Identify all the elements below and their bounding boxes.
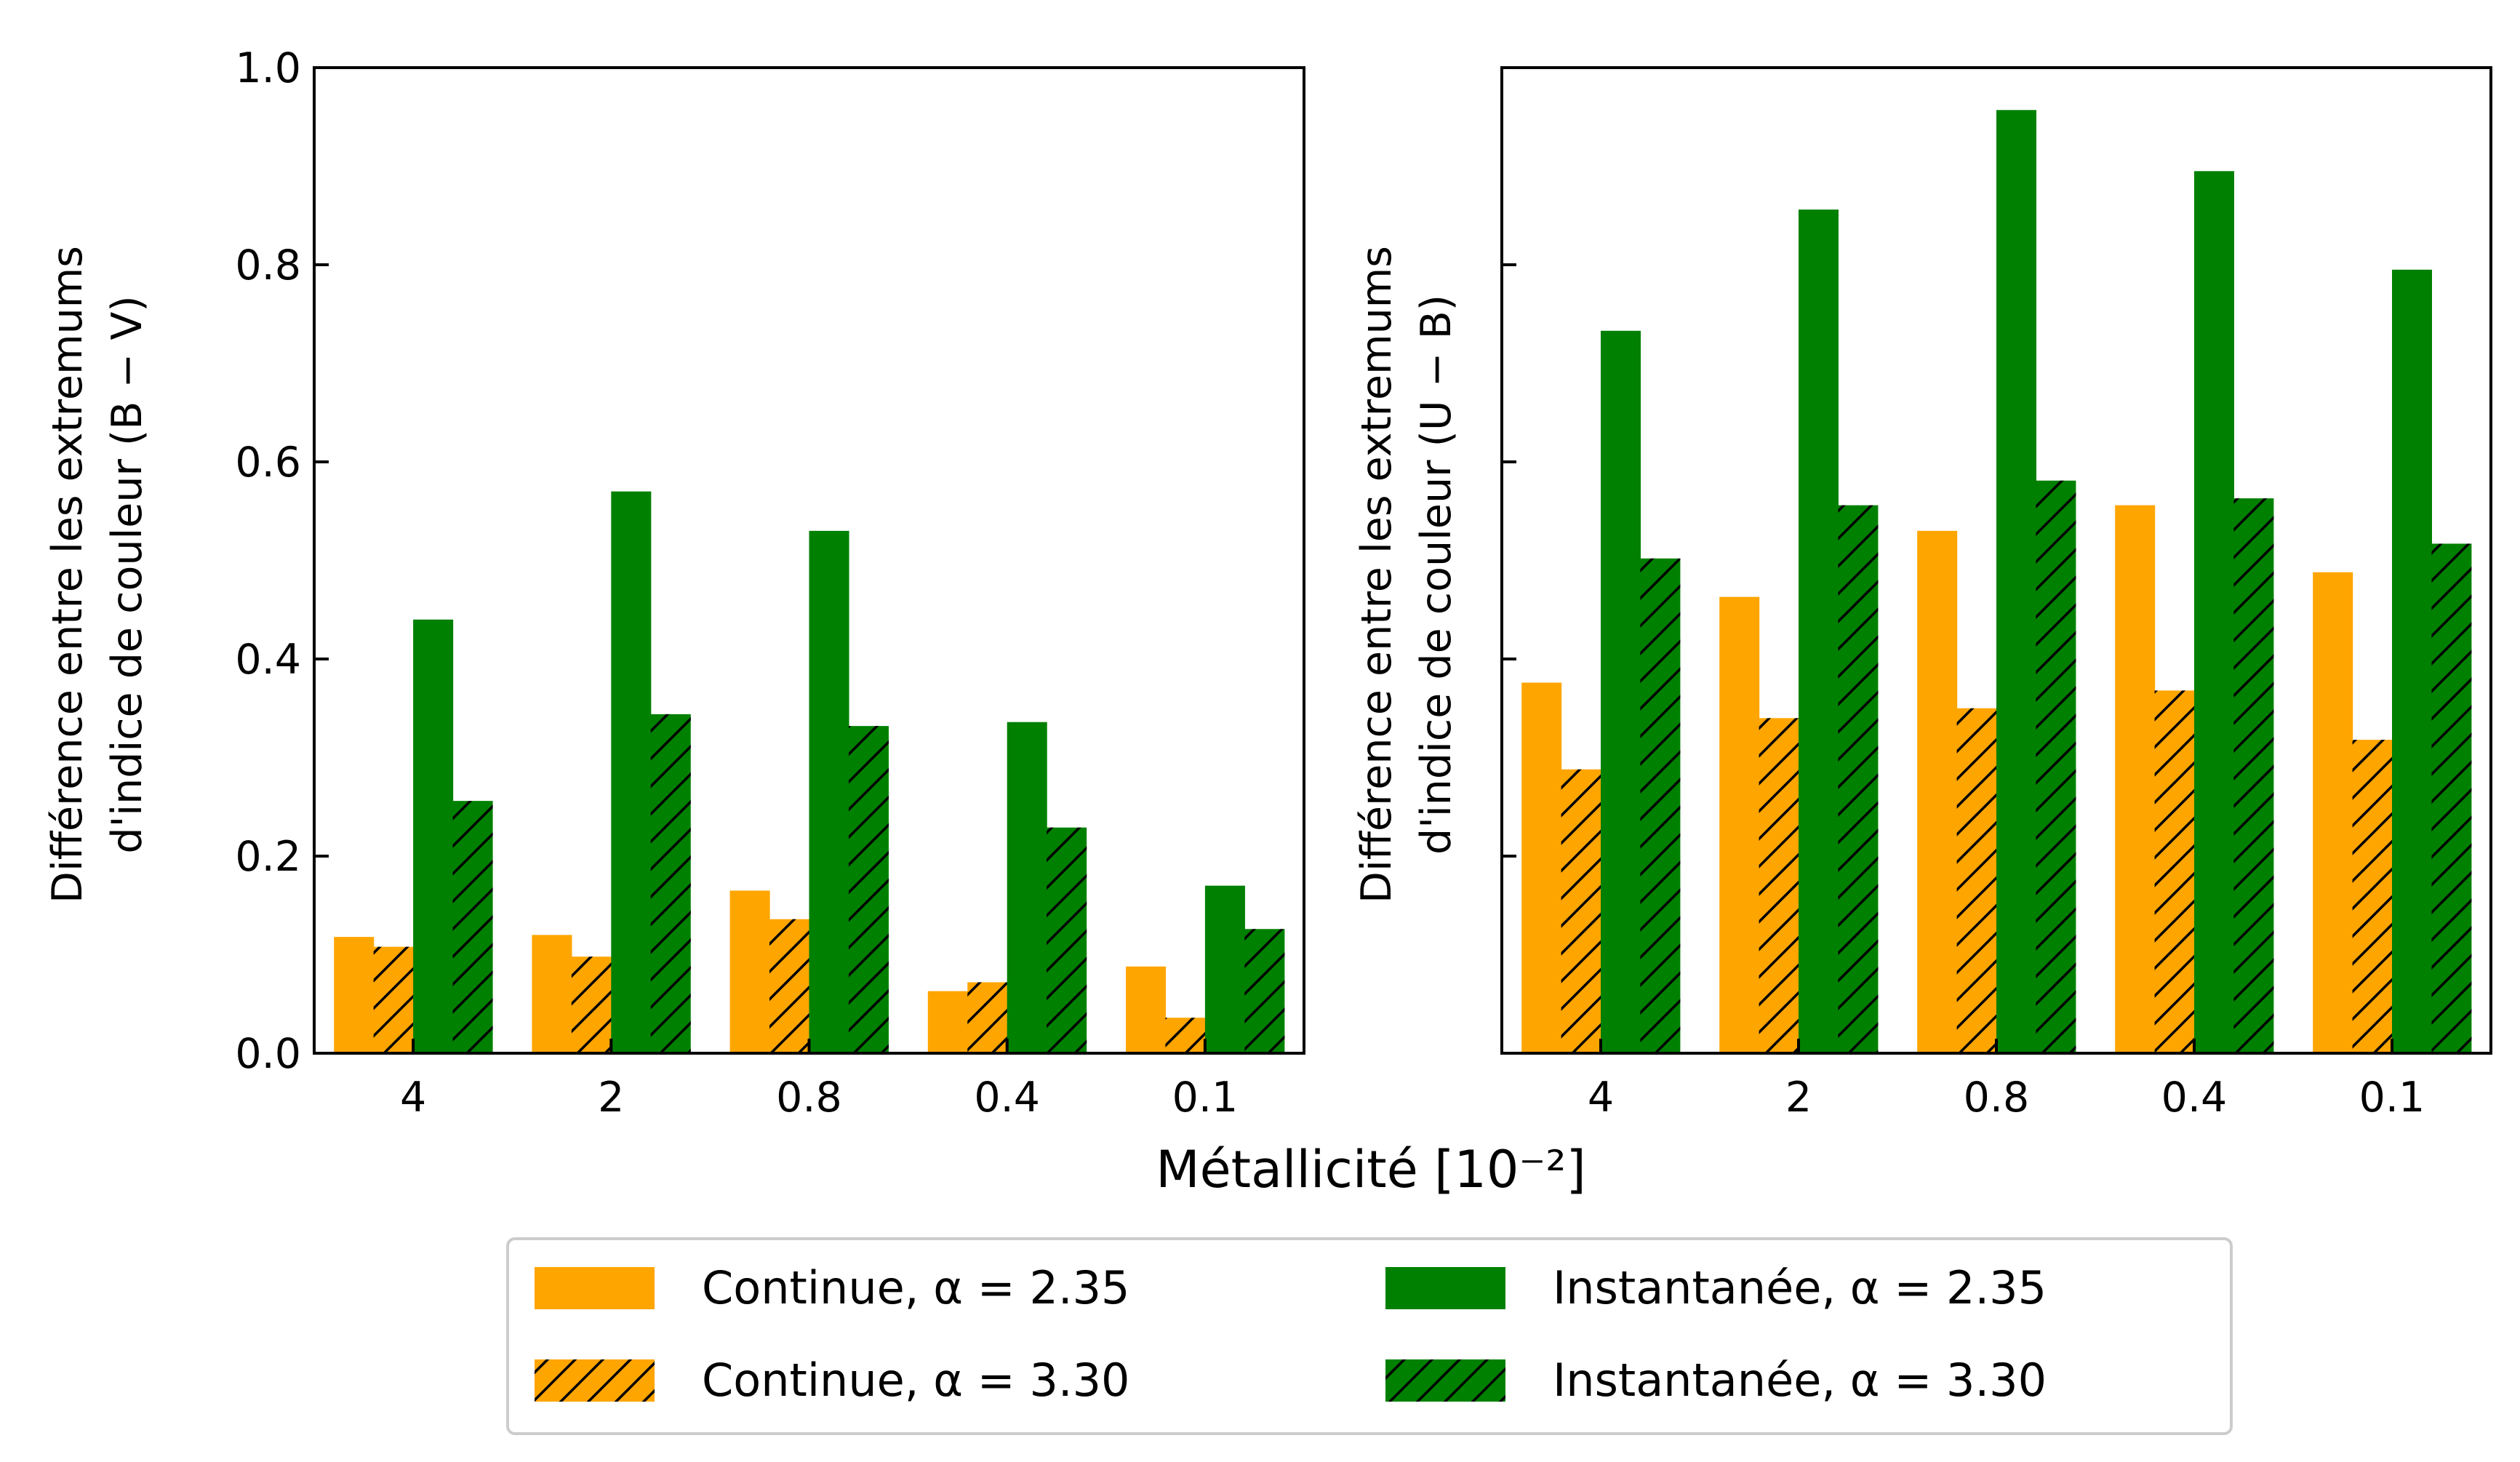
axes-frame-left [313, 66, 1305, 1055]
legend-swatch-hatch-3 [1385, 1359, 1505, 1402]
bar-hatch-left-s1-c2 [769, 919, 810, 1053]
x-tick-label-left-1: 2 [598, 1074, 624, 1122]
bar-hatch-left-s3-c4 [1244, 929, 1285, 1053]
bar-right-s0-c4 [2313, 572, 2353, 1053]
bar-right-s2-c3 [2194, 171, 2234, 1053]
axes-frame-right [1500, 66, 2492, 1055]
bar-right-s0-c1 [1719, 596, 1760, 1053]
x-tick-label-left-0: 4 [400, 1074, 426, 1122]
bar-hatch-left-s1-c3 [967, 982, 1008, 1053]
bar-hatch-right-s3-c1 [1838, 505, 1879, 1053]
x-tick-label-left-3: 0.4 [974, 1074, 1040, 1122]
bar-hatch-left-s3-c3 [1047, 827, 1087, 1053]
bar-hatch-left-s1-c1 [571, 956, 612, 1053]
x-tick-label-right-0: 4 [1588, 1074, 1614, 1122]
bar-hatch-right-s1-c4 [2352, 740, 2393, 1053]
bar-left-s0-c2 [729, 890, 770, 1053]
y-tick-label-left-1: 0.2 [235, 833, 301, 881]
bar-hatch-left-s3-c1 [650, 714, 691, 1053]
left-panel: 0.0 0.2 0.4 0.6 0.8 1.0 4 2 0.8 0.4 0.1 [235, 44, 1305, 1122]
bar-hatch-right-s3-c4 [2431, 543, 2472, 1053]
legend-swatch-0 [535, 1267, 655, 1309]
right-panel: 4 2 0.8 0.4 0.1 [1500, 66, 2492, 1122]
legend-swatch-2 [1385, 1267, 1505, 1309]
bar-hatch-left-s3-c0 [452, 801, 493, 1053]
left-y-axis-title-line2: d'indice de couleur (B − V) [103, 295, 151, 853]
bar-left-s2-c2 [809, 530, 849, 1053]
bar-left-s0-c3 [927, 991, 968, 1053]
legend-swatch-hatch-1 [535, 1359, 655, 1402]
x-tick-label-left-2: 0.8 [776, 1074, 842, 1122]
bar-hatch-right-s3-c0 [1640, 558, 1681, 1053]
bar-hatch-right-s1-c2 [1956, 708, 1997, 1053]
legend-label-1: Continue, α = 3.30 [702, 1354, 1130, 1407]
right-y-axis-title-line1: Différence entre les extremums [1353, 246, 1401, 903]
right-y-axis-title-line2: d'indice de couleur (U − B) [1412, 295, 1460, 855]
bar-right-s0-c2 [1917, 530, 1958, 1053]
bar-hatch-right-s3-c3 [2233, 498, 2274, 1053]
bar-left-s0-c4 [1126, 966, 1167, 1053]
bar-right-s2-c1 [1799, 209, 1839, 1053]
bar-left-s2-c0 [413, 619, 454, 1053]
y-tick-label-left-5: 1.0 [235, 44, 301, 92]
y-tick-label-left-0: 0.0 [235, 1030, 301, 1078]
legend-frame [506, 1237, 2233, 1435]
bar-left-s2-c1 [611, 491, 652, 1053]
bar-right-s2-c4 [2392, 269, 2432, 1053]
legend-label-3: Instantanée, α = 3.30 [1553, 1354, 2047, 1407]
bar-hatch-left-s1-c0 [373, 946, 414, 1053]
bar-hatch-right-s1-c0 [1561, 769, 1601, 1053]
legend: Continue, α = 2.35 Continue, α = 3.30 Inst… [506, 1237, 2233, 1435]
bar-left-s0-c1 [532, 935, 572, 1053]
x-axis-title: Métallicité [10⁻²] [1156, 1140, 1586, 1199]
x-tick-label-right-2: 0.8 [1964, 1074, 2030, 1122]
bar-right-s2-c2 [1996, 110, 2036, 1053]
bar-hatch-right-s1-c3 [2154, 690, 2195, 1053]
legend-label-2: Instantanée, α = 2.35 [1553, 1261, 2047, 1314]
bar-left-s0-c0 [334, 937, 375, 1053]
bar-hatch-left-s1-c4 [1165, 1018, 1206, 1053]
y-tick-label-left-3: 0.6 [235, 439, 301, 487]
x-tick-label-right-4: 0.1 [2359, 1074, 2425, 1122]
bar-hatch-left-s3-c2 [848, 726, 889, 1053]
x-tick-label-right-1: 2 [1785, 1074, 1812, 1122]
y-tick-label-left-4: 0.8 [235, 241, 301, 289]
bar-hatch-right-s1-c1 [1759, 718, 1799, 1053]
bar-left-s2-c4 [1204, 885, 1245, 1053]
bar-left-s2-c3 [1007, 722, 1047, 1053]
x-tick-label-right-3: 0.4 [2161, 1074, 2228, 1122]
y-tick-label-left-2: 0.4 [235, 636, 301, 684]
legend-label-0: Continue, α = 2.35 [702, 1261, 1130, 1314]
bar-right-s0-c3 [2115, 505, 2156, 1053]
bar-right-s0-c0 [1521, 682, 1562, 1053]
x-tick-label-left-4: 0.1 [1172, 1074, 1239, 1122]
bar-hatch-right-s3-c2 [2036, 480, 2076, 1053]
left-y-axis-title-line1: Différence entre les extremums [44, 246, 92, 903]
bar-right-s2-c0 [1601, 330, 1641, 1053]
